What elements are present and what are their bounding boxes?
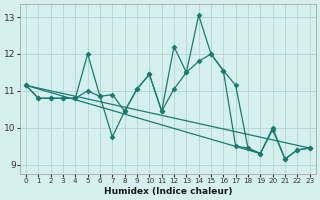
X-axis label: Humidex (Indice chaleur): Humidex (Indice chaleur) (104, 187, 232, 196)
